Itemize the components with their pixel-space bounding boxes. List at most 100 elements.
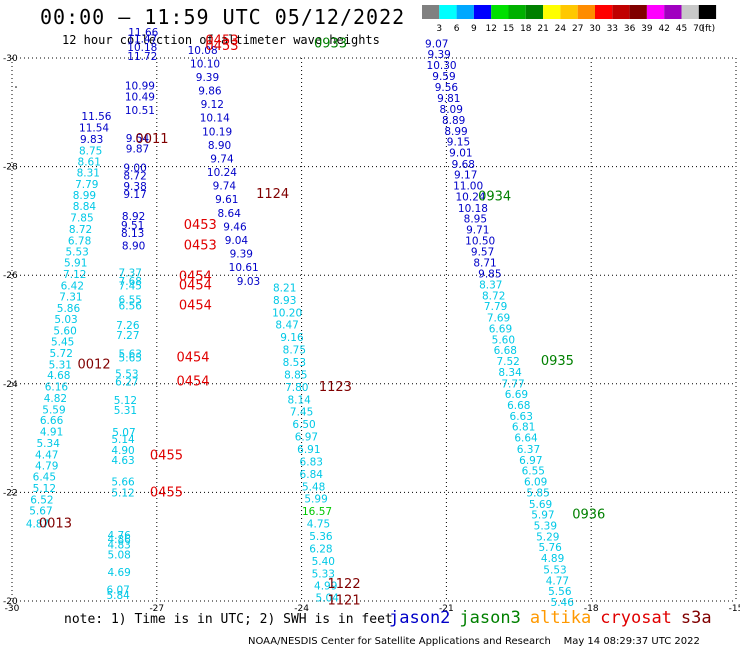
swh-value: 7.31 xyxy=(59,291,82,303)
legend-tick-label: 27 xyxy=(572,24,583,34)
swh-value: 5.72 xyxy=(50,348,73,360)
swh-value: 7.85 xyxy=(70,213,93,225)
swh-value: 6.69 xyxy=(505,389,528,401)
swh-value: 6.83 xyxy=(300,456,323,468)
legend-swatch xyxy=(646,5,665,19)
legend-tick-label: 42 xyxy=(658,24,669,34)
swh-value: 9.01 xyxy=(449,147,472,159)
wave-height-color-legend: 3 6 9 12 15 18 21 24 27 30 33 36 39 42 45 70(ft) xyxy=(422,5,717,34)
swh-value: 10.24 xyxy=(456,191,486,203)
swh-value: 5.39 xyxy=(534,521,557,533)
legend-tick-label: 24 xyxy=(555,24,567,34)
credit-line: NOAA/NESDIS Center for Satellite Applica… xyxy=(248,636,700,647)
swh-value: 4.86 xyxy=(107,534,131,546)
swh-value: 7.77 xyxy=(501,378,524,390)
satellite-legend-item: altika xyxy=(529,608,592,628)
swh-value: 8.75 xyxy=(283,345,306,357)
swh-value: 10.24 xyxy=(207,167,237,179)
swh-value: 7.79 xyxy=(484,301,507,313)
swh-value: 8.95 xyxy=(464,214,487,226)
swh-value: 5.45 xyxy=(51,336,74,348)
swh-value: 5.29 xyxy=(536,531,559,543)
swh-value: 6.56 xyxy=(119,301,143,313)
legend-swatch xyxy=(525,5,544,19)
swh-value: 9.87 xyxy=(126,144,149,156)
swh-value: 4.83 xyxy=(107,540,130,552)
swh-value: 5.86 xyxy=(57,303,81,315)
swh-value: 16.57 xyxy=(302,506,332,518)
swh-value: 8.34 xyxy=(498,367,522,379)
satellite-legend-item: s3a xyxy=(680,608,712,628)
satellite-legend-item: jason3 xyxy=(459,608,521,628)
swh-value: 5.69 xyxy=(529,499,552,511)
swh-value: 9.54 xyxy=(126,133,150,145)
swh-value: 6.91 xyxy=(297,444,320,456)
y-tick-label: -30 xyxy=(3,54,18,64)
swh-value: 9.74 xyxy=(210,153,234,165)
swh-value: 8.72 xyxy=(482,290,505,302)
swh-value: 5.97 xyxy=(531,510,554,522)
swh-value: 6.81 xyxy=(512,422,535,434)
y-tick-label: -28 xyxy=(3,163,18,173)
swh-value: 5.63 xyxy=(119,348,142,360)
x-tick-label: -18 xyxy=(584,604,599,612)
swh-value: 6.78 xyxy=(68,235,91,247)
swh-value: 8.99 xyxy=(444,126,467,138)
swh-value: 8.31 xyxy=(77,168,100,180)
swh-value: 5.12 xyxy=(114,395,137,407)
legend-swatch xyxy=(560,5,578,19)
swh-value: 9.83 xyxy=(80,134,103,146)
legend-tick-label: 6 xyxy=(454,24,460,34)
swh-value: 9.46 xyxy=(223,221,247,233)
y-tick-label: -20 xyxy=(3,597,18,607)
swh-value: 6.52 xyxy=(30,494,53,506)
swh-value: 5.07 xyxy=(112,427,135,439)
swh-value: 9.07 xyxy=(425,38,448,50)
swh-value: 10.10 xyxy=(190,58,220,70)
swh-value: 11.00 xyxy=(453,181,483,193)
swh-value: 6.55 xyxy=(119,295,142,307)
swh-value: 7.27 xyxy=(116,330,139,342)
swh-value: 8.75 xyxy=(79,145,102,157)
swh-value: 9.68 xyxy=(452,159,475,171)
swh-value: 4.90 xyxy=(111,445,134,457)
legend-unit: (ft) xyxy=(702,24,716,34)
swh-value: 5.33 xyxy=(312,568,335,580)
swh-value: 4.47 xyxy=(35,449,58,461)
swh-value: 8.21 xyxy=(273,283,296,295)
swh-value: 5.56 xyxy=(548,586,572,598)
y-tick-label: -24 xyxy=(3,380,18,390)
satellite-legend-item: jason2 xyxy=(389,608,451,628)
swh-value: 10.20 xyxy=(272,308,302,320)
legend-swatch xyxy=(664,5,682,19)
legend-tick-label: 30 xyxy=(589,24,601,34)
swh-value: 5.31 xyxy=(49,359,72,371)
swh-value: 5.40 xyxy=(312,556,335,568)
swh-value: 10.50 xyxy=(465,235,495,247)
swh-value: 5.48 xyxy=(302,481,325,493)
swh-value: 9.16 xyxy=(280,332,304,344)
swh-value: 9.81 xyxy=(437,93,460,105)
swh-value: 10.18 xyxy=(458,203,488,215)
page-title: 00:00 – 11:59 UTC 05/12/2022 xyxy=(40,5,406,29)
swh-value: 5.12 xyxy=(33,483,56,495)
swh-value: 5.46 xyxy=(551,597,575,609)
x-tick-label: -24 xyxy=(294,604,309,612)
altimeter-map: -30 -27 -24 -21 -18 -15 -20 -22 -24 -26 -28 -30 4.87… xyxy=(3,27,740,612)
swh-value: 8.90 xyxy=(208,140,231,152)
swh-value: 9.39 xyxy=(427,49,450,61)
swh-value: 5.84 xyxy=(106,590,130,602)
legend-swatch xyxy=(612,5,630,19)
swh-value: 4.91 xyxy=(40,427,63,439)
swh-value: 5.34 xyxy=(37,438,61,450)
pass-time-label: 0454 xyxy=(176,351,209,366)
swh-value: 8.85 xyxy=(284,370,307,382)
swh-value: 5.60 xyxy=(53,326,76,338)
swh-value: 5.04 xyxy=(315,593,339,605)
swh-value: 6.97 xyxy=(295,431,318,443)
pass-time-label: 0454 xyxy=(179,299,212,314)
swh-value: 6.69 xyxy=(489,323,512,335)
swh-value: 5.08 xyxy=(107,549,130,561)
swh-value: 9.74 xyxy=(213,181,237,193)
swh-value: 6.55 xyxy=(522,466,545,478)
